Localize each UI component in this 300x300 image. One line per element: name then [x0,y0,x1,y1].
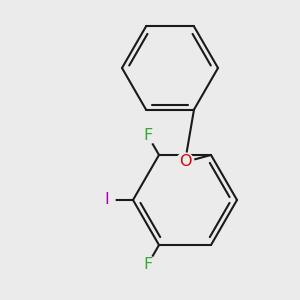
Circle shape [140,128,156,144]
Circle shape [176,153,194,171]
Circle shape [99,192,115,208]
Text: F: F [143,128,153,143]
Text: O: O [179,154,191,169]
Circle shape [140,256,156,272]
Text: F: F [143,256,153,272]
Text: I: I [105,193,110,208]
